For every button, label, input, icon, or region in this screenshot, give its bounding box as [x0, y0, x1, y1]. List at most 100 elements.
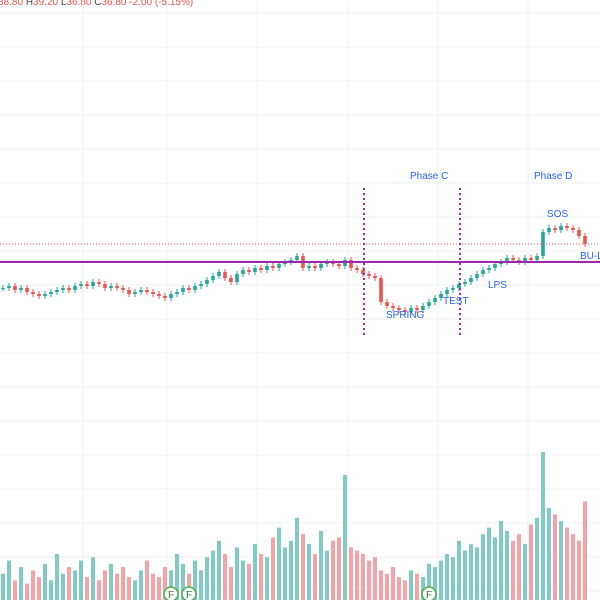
candle-body-19	[115, 286, 119, 288]
volume-bar-47	[283, 547, 287, 600]
lps-label: LPS	[488, 280, 507, 291]
volume-bar-87	[523, 544, 527, 600]
event-marker-icon-0: F	[163, 586, 179, 600]
volume-bar-52	[313, 554, 317, 600]
candle-body-31	[187, 288, 191, 290]
volume-bar-72	[433, 567, 437, 600]
volume-bar-30	[181, 563, 185, 600]
candle-body-40	[241, 270, 245, 274]
candle-body-51	[307, 266, 311, 268]
volume-bar-12	[73, 570, 77, 600]
volume-bar-44	[265, 557, 269, 600]
chart-overlays	[0, 188, 600, 338]
volume-bar-77	[463, 550, 467, 600]
candle-body-80	[481, 270, 485, 274]
sos-label: SOS	[547, 209, 568, 220]
candle-body-10	[61, 288, 65, 290]
volume-bar-20	[121, 567, 125, 600]
volume-bar-65	[391, 567, 395, 600]
candle-body-14	[85, 284, 89, 286]
volume-bar-17	[103, 570, 107, 600]
candle-body-34	[205, 280, 209, 284]
open-value: 38.80	[0, 0, 24, 8]
candle-body-66	[397, 308, 401, 310]
candle-body-73	[439, 294, 443, 298]
volume-bar-34	[205, 557, 209, 600]
volume-bar-63	[379, 570, 383, 600]
close-value: 36.80	[101, 0, 127, 8]
volume-bar-71	[427, 563, 431, 600]
candlesticks	[1, 223, 587, 315]
volume-bar-32	[193, 560, 197, 600]
volume-bar-68	[409, 570, 413, 600]
volume-bar-66	[397, 577, 401, 600]
candle-body-35	[211, 276, 215, 280]
candle-body-75	[451, 288, 455, 290]
candle-body-0	[1, 288, 5, 290]
event-marker-circle-2	[421, 586, 437, 600]
candle-body-69	[415, 308, 419, 310]
candle-body-33	[199, 284, 203, 286]
spring-label: SPRING	[386, 310, 425, 321]
candle-body-52	[313, 266, 317, 268]
volume-bar-14	[85, 577, 89, 600]
phase-d-label: Phase D	[534, 171, 572, 182]
volume-bar-76	[457, 540, 461, 600]
high-label: H	[25, 0, 34, 8]
candle-body-68	[409, 308, 413, 312]
volume-bar-67	[403, 580, 407, 600]
volume-bar-81	[487, 527, 491, 600]
volume-bar-38	[229, 567, 233, 600]
candle-body-3	[19, 288, 23, 290]
event-marker-icon-2: F	[421, 586, 437, 600]
candle-body-79	[475, 274, 479, 278]
volume-bar-25	[151, 573, 155, 600]
event-marker-text-1: F	[186, 590, 192, 600]
volume-bar-26	[157, 577, 161, 600]
candle-body-42	[253, 268, 257, 272]
volume-bar-43	[259, 554, 263, 600]
volume-bar-42	[253, 544, 257, 600]
volume-bar-7	[43, 563, 47, 600]
volume-bar-5	[31, 570, 35, 600]
candle-body-25	[151, 292, 155, 294]
candle-body-38	[229, 278, 233, 282]
candle-body-84	[505, 258, 509, 262]
volume-bar-13	[79, 560, 83, 600]
candle-body-15	[91, 282, 95, 286]
candle-body-63	[379, 278, 383, 302]
volume-bar-78	[469, 544, 473, 600]
event-marker-text-2: F	[426, 590, 432, 600]
volume-bar-94	[565, 527, 569, 600]
candle-body-53	[319, 264, 323, 268]
volume-bar-11	[67, 567, 71, 600]
volume-bar-29	[175, 554, 179, 600]
volume-bar-75	[451, 557, 455, 600]
candle-body-88	[529, 258, 533, 260]
candle-body-85	[511, 258, 515, 260]
candle-body-72	[433, 298, 437, 302]
candle-body-97	[583, 236, 587, 244]
volume-bar-28	[169, 570, 173, 600]
test-label: TEST	[443, 296, 469, 307]
volume-bar-0	[1, 573, 5, 600]
volume-bar-16	[97, 580, 101, 600]
candle-body-16	[97, 282, 101, 284]
volume-bar-74	[445, 554, 449, 600]
volume-bar-95	[571, 534, 575, 600]
candle-body-76	[457, 284, 461, 288]
candle-body-18	[109, 286, 113, 288]
volume-bar-91	[547, 507, 551, 600]
candle-body-81	[487, 268, 491, 270]
candle-body-96	[577, 230, 581, 236]
candle-body-2	[13, 286, 17, 290]
candle-body-70	[421, 306, 425, 310]
volume-bar-79	[475, 547, 479, 600]
candle-body-6	[37, 294, 41, 296]
volume-bar-4	[25, 583, 29, 600]
candle-body-58	[349, 260, 353, 268]
volume-bar-55	[331, 540, 335, 600]
candle-body-1	[7, 286, 11, 288]
